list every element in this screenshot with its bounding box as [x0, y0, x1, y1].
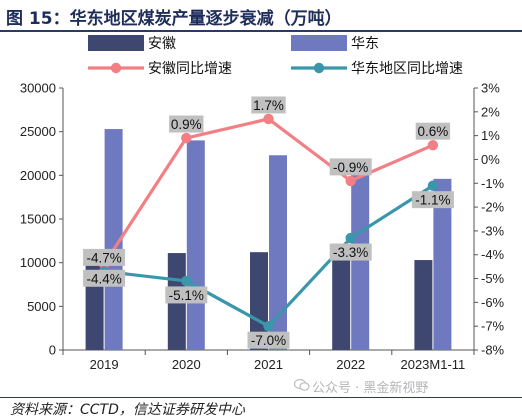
anhui-yoy-data-label: 1.7% — [253, 98, 284, 113]
legend-east-china-yoy-marker — [313, 62, 325, 74]
legend-anhui-yoy-text: 安徽同比增速 — [148, 61, 232, 77]
bar-east-china — [104, 129, 123, 350]
right-tick-label: -5% — [481, 271, 505, 286]
left-tick-label: 0 — [49, 343, 56, 358]
x-tick-label: 2020 — [172, 357, 201, 372]
east-china-yoy-point — [345, 232, 356, 244]
east-china-yoy-label-bg — [247, 331, 290, 349]
anhui-yoy-label-bg — [169, 115, 204, 133]
east-china-yoy-label-bg — [165, 286, 208, 304]
left-tick-label: 20000 — [20, 168, 56, 183]
bar-east-china — [186, 140, 205, 350]
anhui-yoy-label-bg — [83, 269, 126, 287]
right-tick-label: -7% — [481, 319, 505, 334]
east-china-yoy-label-bg — [329, 243, 372, 261]
right-tick-label: -1% — [481, 176, 505, 191]
east-china-yoy-data-label: -7.0% — [251, 333, 286, 348]
x-tick-label: 2023M1-11 — [400, 357, 465, 372]
right-tick-label: 3% — [481, 81, 500, 96]
bar-east-china — [433, 178, 452, 350]
east-china-yoy-point — [181, 275, 192, 287]
east-china-yoy-label-bg — [83, 248, 126, 266]
right-tick-label: -6% — [481, 295, 505, 310]
left-tick-label: 25000 — [20, 124, 56, 139]
anhui-yoy-data-label: -0.9% — [333, 160, 368, 175]
east-china-yoy-data-label: -1.1% — [415, 193, 450, 208]
watermark: 公众号 · 黑金新视野 — [312, 381, 429, 396]
anhui-yoy-label-bg — [251, 96, 286, 114]
bar-anhui — [414, 260, 433, 350]
wechat-icon — [294, 378, 310, 391]
anhui-yoy-point — [427, 139, 439, 151]
legend-anhui-text: 安徽 — [148, 36, 176, 52]
title-bar: 图 15：华东地区煤炭产量逐步衰减（万吨） — [0, 0, 522, 32]
anhui-yoy-data-label: 0.6% — [418, 124, 449, 139]
anhui-yoy-label-bg — [329, 158, 372, 176]
right-tick-label: 0% — [481, 152, 500, 167]
anhui-yoy-point — [181, 132, 192, 144]
x-tick-label: 2019 — [90, 357, 119, 372]
figure-title: 图 15：华东地区煤炭产量逐步衰减（万吨） — [6, 9, 342, 29]
right-tick-label: 2% — [481, 104, 500, 119]
source-divider — [0, 397, 522, 398]
anhui-yoy-point — [345, 175, 356, 187]
left-tick-label: 5000 — [27, 299, 56, 314]
east-china-yoy-data-label: -4.7% — [86, 250, 121, 265]
x-tick-label: 2022 — [336, 357, 365, 372]
right-tick-label: -2% — [481, 200, 505, 215]
right-tick-label: 1% — [481, 128, 500, 143]
x-tick-label: 2021 — [254, 357, 283, 372]
anhui-yoy-point — [263, 113, 274, 125]
legend-anhui-yoy-marker — [110, 62, 122, 74]
legend-anhui-swatch — [88, 35, 144, 51]
east-china-yoy-point — [263, 320, 274, 332]
east-china-yoy-data-label: -5.1% — [169, 288, 204, 303]
anhui-yoy-label-bg — [415, 122, 451, 140]
east-china-yoy-label-bg — [411, 191, 454, 209]
east-china-yoy-point — [427, 180, 439, 191]
legend-east-china-yoy-text: 华东地区同比增速 — [351, 61, 463, 77]
source-note: 资料来源：CCTD，信达证券研发中心 — [10, 402, 245, 418]
bar-anhui — [332, 253, 351, 350]
east-china-yoy-line — [103, 184, 434, 328]
anhui-yoy-data-label: 0.9% — [171, 117, 202, 132]
right-tick-label: -3% — [481, 223, 505, 238]
anhui-yoy-line — [102, 117, 434, 266]
anhui-yoy-data-label: -4.4% — [86, 271, 121, 286]
right-tick-label: -4% — [481, 247, 505, 262]
legend-east-china-swatch — [291, 35, 347, 51]
left-tick-label: 15000 — [20, 212, 56, 227]
east-china-yoy-data-label: -3.3% — [333, 245, 368, 260]
legend-east-china-text: 华东 — [351, 36, 379, 52]
left-tick-label: 10000 — [20, 255, 56, 270]
right-tick-label: -8% — [481, 343, 505, 358]
left-tick-label: 30000 — [20, 81, 56, 96]
bar-east-china — [269, 155, 287, 350]
